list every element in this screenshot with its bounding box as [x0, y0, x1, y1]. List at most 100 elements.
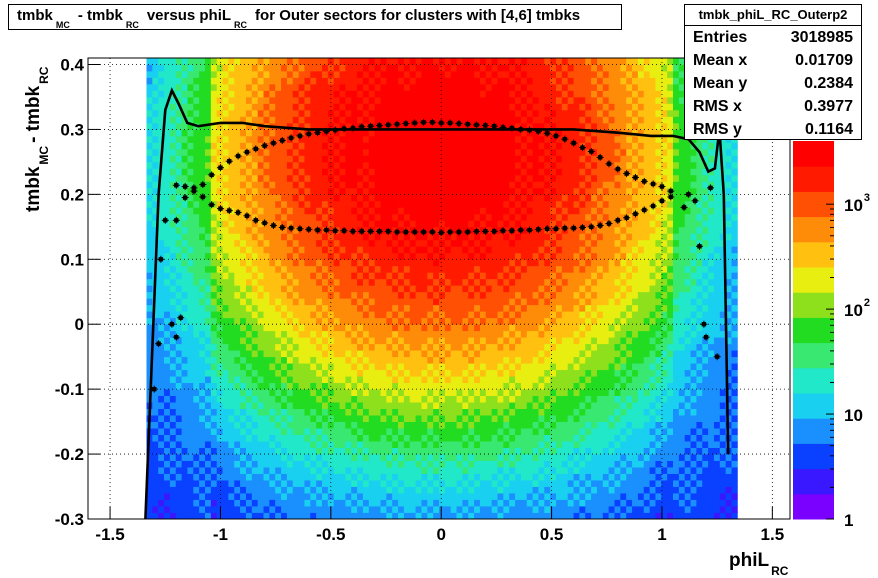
heatmap-bin [444, 187, 452, 195]
heatmap-bin [386, 194, 393, 202]
heatmap-bin [497, 382, 504, 390]
heatmap-bin [456, 356, 463, 364]
heatmap-bin [479, 421, 487, 429]
heatmap-bin [310, 454, 317, 461]
heatmap-bin [199, 350, 206, 358]
heatmap-bin [386, 220, 393, 228]
heatmap-bin [415, 447, 422, 455]
heatmap-bin [497, 70, 504, 78]
heatmap-bin [275, 298, 282, 306]
heatmap-bin [444, 77, 452, 85]
heatmap-bin [316, 187, 323, 195]
heatmap-bin [474, 168, 481, 176]
heatmap-bin [164, 142, 171, 150]
heatmap-bin [310, 58, 317, 65]
heatmap-bin [421, 70, 428, 78]
heatmap-bin [263, 239, 270, 247]
heatmap-bin [538, 486, 545, 494]
heatmap-bin [409, 272, 416, 280]
heatmap-bin [497, 278, 504, 286]
heatmap-bin [164, 272, 171, 280]
heatmap-bin [345, 246, 352, 254]
heatmap-bin [187, 382, 194, 390]
heatmap-bin [199, 311, 206, 319]
heatmap-bin [316, 324, 323, 332]
heatmap-bin [538, 122, 545, 130]
heatmap-bin [550, 239, 557, 247]
heatmap-bin [292, 480, 299, 487]
heatmap-bin [152, 168, 159, 176]
heatmap-bin [509, 194, 516, 202]
heatmap-bin [368, 376, 376, 384]
heatmap-bin [286, 252, 294, 260]
heatmap-bin [175, 155, 182, 163]
heatmap-bin [339, 454, 346, 461]
heatmap-bin [550, 64, 557, 72]
heatmap-bin [532, 226, 539, 234]
heatmap-bin [316, 220, 323, 228]
heatmap-bin [503, 116, 510, 124]
heatmap-bin [392, 233, 399, 241]
heatmap-bin [550, 480, 557, 487]
heatmap-bin [403, 58, 411, 65]
heatmap-bin [216, 77, 223, 85]
heatmap-bin [392, 382, 399, 390]
heatmap-bin [316, 142, 323, 150]
heatmap-bin [275, 395, 282, 403]
heatmap-bin [316, 493, 323, 500]
heatmap-bin [164, 116, 171, 124]
heatmap-bin [503, 369, 510, 377]
heatmap-bin [415, 460, 422, 468]
heatmap-bin [386, 298, 393, 306]
heatmap-bin [263, 135, 270, 143]
heatmap-bin [497, 168, 504, 176]
heatmap-bin [520, 64, 528, 72]
heatmap-bin [515, 460, 522, 468]
heatmap-bin [351, 395, 358, 403]
heatmap-bin [292, 376, 299, 384]
heatmap-bin [415, 233, 422, 241]
heatmap-bin [351, 155, 358, 163]
heatmap-bin [415, 103, 422, 111]
heatmap-bin [234, 233, 241, 241]
heatmap-bin [456, 278, 463, 286]
heatmap-bin [146, 187, 153, 195]
heatmap-bin [245, 194, 253, 202]
heatmap-bin [251, 467, 259, 474]
heatmap-bin [509, 161, 516, 169]
heatmap-bin [175, 337, 182, 345]
heatmap-bin [322, 376, 329, 384]
heatmap-bin [503, 421, 510, 429]
heatmap-bin [181, 148, 188, 156]
heatmap-bin [362, 460, 370, 468]
heatmap-bin [544, 486, 551, 494]
heatmap-bin [333, 83, 340, 91]
heatmap-bin [427, 265, 434, 273]
heatmap-bin [263, 181, 270, 189]
heatmap-bin [509, 213, 516, 221]
heatmap-bin [421, 90, 428, 98]
heatmap-bin [234, 103, 241, 111]
heatmap-bin [181, 428, 188, 435]
heatmap-bin [368, 207, 376, 215]
heatmap-bin [433, 70, 440, 78]
heatmap-bin [479, 272, 487, 280]
heatmap-bin [210, 434, 218, 442]
heatmap-bin [169, 428, 177, 435]
heatmap-bin [444, 480, 452, 487]
heatmap-bin [509, 103, 516, 111]
heatmap-bin [479, 194, 487, 202]
heatmap-bin [322, 58, 329, 65]
heatmap-bin [497, 181, 504, 189]
heatmap-bin [240, 291, 247, 299]
heatmap-bin [333, 109, 340, 117]
heatmap-bin [286, 239, 294, 247]
heatmap-bin [222, 103, 229, 111]
heatmap-bin [257, 272, 264, 280]
heatmap-bin [427, 155, 434, 163]
heatmap-bin [199, 298, 206, 306]
heatmap-bin [526, 168, 533, 176]
heatmap-bin [199, 83, 206, 91]
heatmap-bin [538, 324, 545, 332]
heatmap-bin [210, 265, 218, 273]
